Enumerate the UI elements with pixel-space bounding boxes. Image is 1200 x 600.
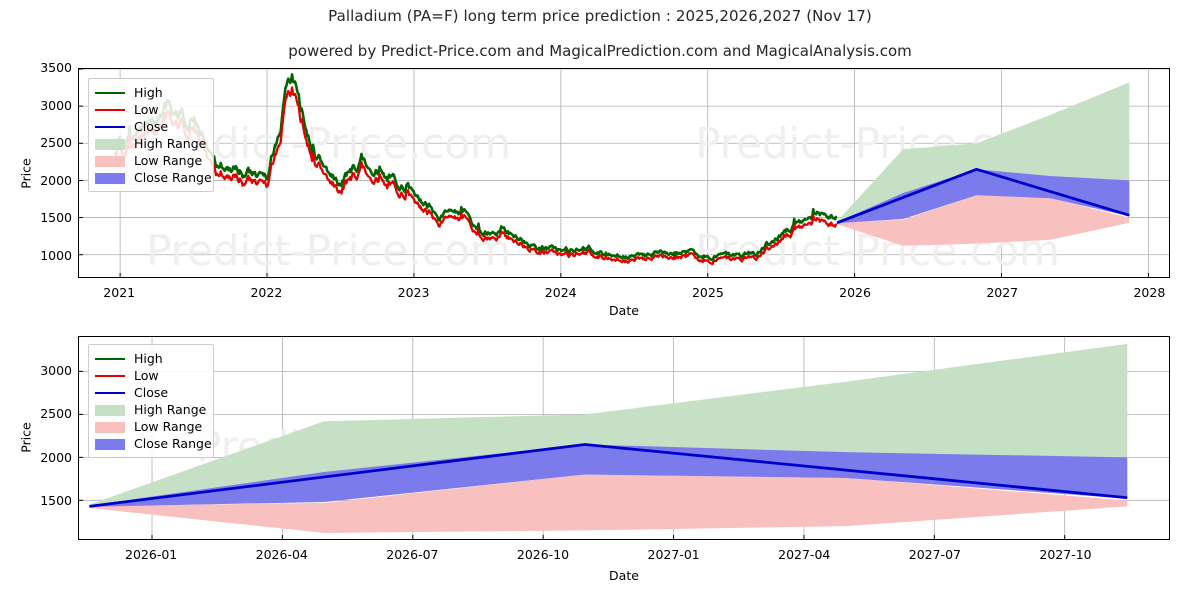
bottom-x-tick-3: 2026-10 [516, 547, 570, 562]
legend-item-close-range: Close Range [95, 169, 212, 186]
legend-item-label: High [134, 84, 163, 100]
bottom-y-tick-1500: 1500 [40, 492, 72, 508]
bottom-x-tick-4: 2027-01 [647, 547, 700, 562]
legend-line-swatch-icon [95, 386, 125, 400]
bottom-y-tick-3000: 3000 [40, 362, 72, 378]
legend-item-label: Close Range [134, 435, 212, 451]
top-y-tick-2000: 2000 [40, 172, 72, 188]
legend-item-label: High [134, 350, 163, 366]
page-subtitle: powered by Predict-Price.com and Magical… [288, 42, 912, 60]
top-x-tick-2022: 2022 [250, 285, 283, 300]
legend-line-swatch-icon [95, 103, 125, 117]
top-x-tick-2028: 2028 [1133, 285, 1166, 300]
top-x-tick-2021: 2021 [103, 285, 136, 300]
legend-item-low-range: Low Range [95, 418, 205, 435]
top-y-tick-2500: 2500 [40, 135, 72, 150]
bottom-x-tick-6: 2027-07 [908, 547, 961, 562]
legend-patch-swatch-icon [95, 137, 125, 151]
legend-item-label: Low [134, 101, 159, 117]
top-chart-axes: Predict-Price.com Predict-Price.com Predic… [78, 68, 1170, 278]
legend-item-label: Low Range [134, 152, 203, 168]
legend-patch-swatch-icon [95, 437, 125, 451]
bottom-chart-legend: High Low Close High Range Low Range Close Ran… [88, 344, 214, 458]
legend-item-high-range: High Range [95, 401, 207, 418]
legend-item-close: Close [95, 384, 205, 401]
bottom-x-tick-1: 2026-04 [255, 547, 308, 562]
legend-item-label: Close [134, 118, 169, 134]
legend-patch-swatch-icon [95, 403, 125, 417]
top-x-tick-2023: 2023 [397, 285, 430, 300]
bottom-chart-xlabel: Date [609, 568, 639, 583]
top-chart-xlabel: Date [609, 303, 639, 318]
top-y-tick-3500: 3500 [40, 60, 72, 75]
legend-patch-swatch-icon [95, 420, 125, 434]
legend-item-close: Close [95, 118, 205, 135]
legend-item-label: Close [134, 384, 169, 400]
bottom-x-tick-5: 2027-04 [778, 547, 831, 562]
legend-patch-swatch-icon [95, 154, 125, 168]
top-chart-legend: High Low Close High Range Low Range Close Ran… [88, 78, 214, 192]
top-y-tick-3000: 3000 [40, 97, 72, 113]
top-x-tick-2025: 2025 [691, 285, 724, 300]
bottom-y-tick-2500: 2500 [40, 406, 72, 422]
top-y-tick-1000: 1000 [40, 247, 72, 263]
legend-item-low: Low [95, 101, 205, 118]
legend-item-label: High Range [134, 401, 207, 417]
top-x-tick-2024: 2024 [544, 285, 577, 300]
bottom-x-tick-7: 2027-10 [1039, 547, 1092, 562]
page-title: Palladium (PA=F) long term price predict… [328, 7, 872, 25]
legend-item-label: Low [134, 367, 159, 383]
legend-item-high: High [95, 84, 205, 101]
legend-item-label: Close Range [134, 169, 212, 185]
legend-line-swatch-icon [95, 120, 125, 134]
legend-item-label: High Range [134, 135, 207, 151]
legend-item-label: Low Range [134, 418, 203, 434]
legend-line-swatch-icon [95, 86, 125, 100]
top-y-tick-1500: 1500 [40, 210, 72, 225]
legend-patch-swatch-icon [95, 171, 125, 185]
svg-text:Predict-Price.com: Predict-Price.com [146, 226, 511, 275]
legend-item-high-range: High Range [95, 135, 207, 152]
legend-line-swatch-icon [95, 352, 125, 366]
top-x-tick-2027: 2027 [986, 285, 1019, 300]
legend-item-low-range: Low Range [95, 152, 205, 169]
bottom-x-tick-0: 2026-01 [125, 547, 178, 562]
top-chart-plot: Predict-Price.com Predict-Price.comPredic… [79, 69, 1169, 277]
bottom-y-tick-2000: 2000 [40, 449, 72, 465]
bottom-x-tick-2: 2026-07 [386, 547, 439, 562]
legend-item-close-range: Close Range [95, 435, 212, 452]
legend-item-high: High [95, 350, 205, 367]
legend-item-low: Low [95, 367, 205, 384]
legend-line-swatch-icon [95, 369, 125, 383]
top-x-tick-2026: 2026 [839, 285, 871, 300]
